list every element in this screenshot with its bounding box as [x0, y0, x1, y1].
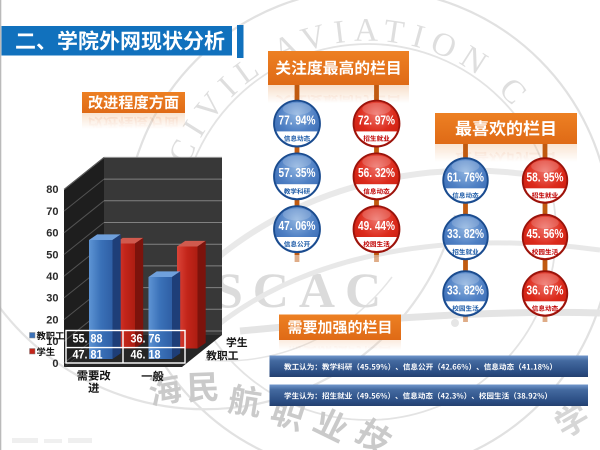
svg-text:0: 0 [52, 358, 58, 370]
svg-text:36. 67%: 36. 67% [527, 282, 564, 297]
svg-text:77. 94%: 77. 94% [279, 112, 316, 127]
svg-text:60: 60 [46, 228, 58, 240]
svg-text:49. 44%: 49. 44% [358, 218, 395, 233]
svg-text:36. 76: 36. 76 [131, 334, 161, 346]
svg-text:55. 88: 55. 88 [73, 334, 104, 346]
svg-text:45. 56%: 45. 56% [527, 226, 564, 241]
svg-text:57. 35%: 57. 35% [279, 165, 316, 180]
svg-text:72. 97%: 72. 97% [358, 112, 395, 127]
svg-text:70: 70 [46, 206, 58, 218]
svg-text:80: 80 [46, 184, 58, 196]
svg-text:58. 95%: 58. 95% [527, 169, 564, 184]
svg-text:50: 50 [46, 249, 58, 261]
svg-text:61. 76%: 61. 76% [447, 169, 484, 184]
svg-text:46. 18: 46. 18 [131, 350, 162, 362]
svg-text:40: 40 [46, 271, 58, 283]
svg-text:47. 81: 47. 81 [73, 350, 104, 362]
svg-text:33. 82%: 33. 82% [447, 226, 484, 241]
svg-text:56. 32%: 56. 32% [358, 165, 395, 180]
svg-text:30: 30 [46, 293, 58, 305]
svg-text:20: 20 [46, 314, 58, 326]
svg-text:33. 82%: 33. 82% [447, 282, 484, 297]
svg-text:47. 06%: 47. 06% [279, 218, 316, 233]
